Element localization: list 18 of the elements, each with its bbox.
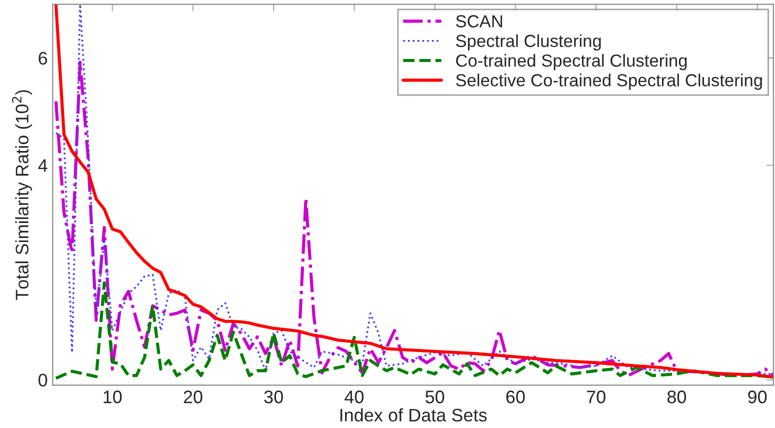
x-tick-label: 10 — [104, 390, 122, 404]
y-axis-title: Total Similarity Ratio (10$^{2}$) — [12, 90, 32, 300]
x-tick-label: 30 — [264, 390, 283, 404]
x-tick-label: 60 — [506, 390, 525, 404]
legend-label: SCAN — [456, 15, 502, 28]
x-tick-label: 20 — [184, 390, 202, 404]
x-tick-label: 70 — [586, 390, 606, 404]
x-tick-label: 80 — [667, 390, 686, 404]
x-tick-label: 40 — [344, 390, 364, 404]
legend-label: Selective Co-trained Spectral Clustering — [456, 74, 762, 90]
y-tick-label: 0 — [38, 374, 48, 387]
x-axis-title: Index of Data Sets — [340, 408, 487, 422]
y-tick-label: 4 — [38, 159, 48, 172]
x-tick-label: 90 — [748, 390, 767, 404]
legend-label: Spectral Clustering — [456, 34, 601, 51]
legend-label: Co-trained Spectral Clustering — [456, 54, 687, 70]
x-tick-label: 50 — [426, 390, 444, 404]
y-tick-label: 6 — [38, 52, 48, 65]
